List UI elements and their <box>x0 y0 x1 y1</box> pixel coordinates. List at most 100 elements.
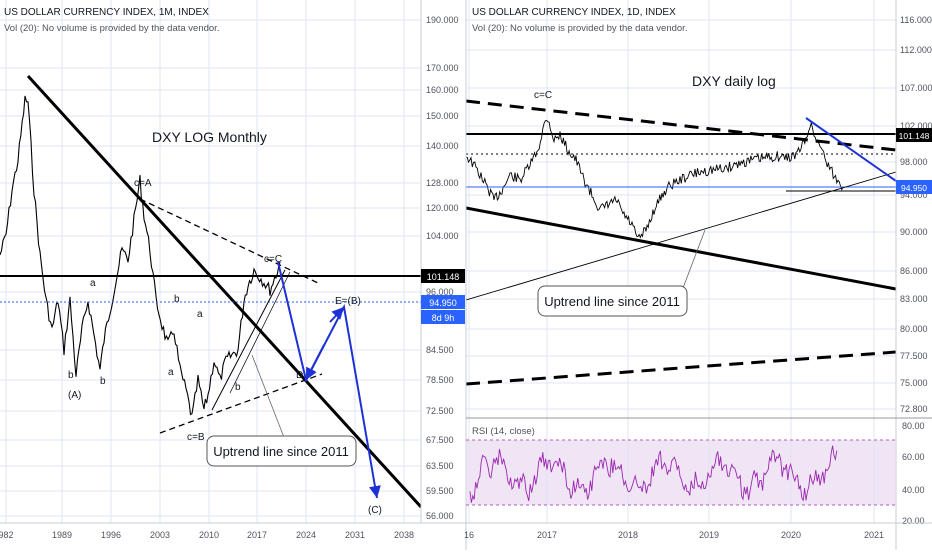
right-y-tick: 102.000 <box>900 121 932 131</box>
right-chart-title: US DOLLAR CURRENCY INDEX, 1D, INDEX <box>472 7 676 18</box>
right-callout-box <box>537 285 688 317</box>
left-callout-text: Uptrend line since 2011 <box>213 444 349 459</box>
right-price-label-blue-text: 94.950 <box>901 183 927 193</box>
left-y-tick: 96.000 <box>426 287 454 297</box>
right-price-label-black-text: 101.148 <box>899 131 930 141</box>
left-y-tick: 170.000 <box>426 63 459 73</box>
rsi-y-tick: 40.00 <box>902 485 925 495</box>
right-x-tick: 2021 <box>864 530 884 540</box>
right-y-tick: 116.000 <box>900 15 932 25</box>
right-wave-label-cc: c=C <box>534 90 552 101</box>
left-major-downtrend <box>26 74 421 509</box>
right-price-label-blue <box>896 180 932 194</box>
right-y-tick: 86.000 <box>900 266 928 276</box>
left-vol-note: Vol (20): No volume is provided by the d… <box>4 23 219 34</box>
left-x-tick: 2010 <box>199 530 219 540</box>
right-y-axis: 116.000 112.000 107.000 102.000 98.000 94.000… <box>900 15 932 414</box>
left-price-label-blue <box>421 295 465 309</box>
rsi-y-tick: 60.00 <box>902 452 925 462</box>
left-x-tick: 2017 <box>247 530 267 540</box>
right-callout-pointer <box>682 229 706 289</box>
left-dashed-lower <box>159 373 323 434</box>
right-uptrend-line <box>466 171 896 301</box>
wave-label-D: D <box>296 370 303 381</box>
left-y-tick: 78.500 <box>426 375 454 385</box>
rsi-y-axis: 80.00 60.00 40.00 20.00 <box>902 421 925 526</box>
left-y-tick: 67.500 <box>426 435 454 445</box>
right-y-tick: 107.000 <box>900 83 932 93</box>
left-projection-path <box>277 261 381 499</box>
left-y-tick: 140.000 <box>426 141 459 151</box>
right-dashed-top <box>466 99 896 152</box>
wave-label-b3: b <box>174 294 180 305</box>
left-y-tick: 72.500 <box>426 406 454 416</box>
right-x-tick: 2017 <box>537 530 557 540</box>
wave-label-cc: c=C <box>264 254 282 265</box>
left-x-tick: 1996 <box>101 530 121 540</box>
left-price-series <box>0 95 281 416</box>
left-y-axis: 190.000 170.000 160.000 150.000 140.000 128.0… <box>426 15 459 521</box>
wave-label-b4: b <box>235 382 241 393</box>
wave-label-a2: a <box>197 309 203 320</box>
left-y-tick: 160.000 <box>426 85 459 95</box>
right-price-label-black <box>896 128 932 142</box>
rsi-y-tick: 80.00 <box>902 421 925 431</box>
right-x-tick: 2020 <box>781 530 801 540</box>
left-projection-arrow-b <box>329 306 345 323</box>
left-x-tick: 2024 <box>296 530 316 540</box>
left-x-tick: 982 <box>0 530 14 540</box>
wave-label-a1: a <box>90 278 96 289</box>
left-price-label-blue-text: 94.950 <box>429 298 457 308</box>
right-y-tick: 72.800 <box>900 404 928 414</box>
wave-label-cb: c=B <box>187 432 205 443</box>
wave-label-EB: E=(B) <box>335 296 361 307</box>
wave-label-b1: b <box>68 370 74 381</box>
left-x-tick: 1989 <box>52 530 72 540</box>
right-y-tick: 112.000 <box>900 45 932 55</box>
right-y-tick: 94.000 <box>900 190 928 200</box>
left-y-tick: 59.500 <box>426 486 454 496</box>
right-price-series <box>466 120 844 239</box>
right-heading: DXY daily log <box>692 73 776 89</box>
left-dashed-upper <box>139 198 319 284</box>
right-y-tick: 83.000 <box>900 294 928 304</box>
left-y-tick: 120.000 <box>426 203 459 213</box>
wave-label-b2: b <box>100 376 106 387</box>
left-projection-arrow-a <box>305 344 325 381</box>
left-callout-box <box>206 435 357 467</box>
left-x-tick: 2031 <box>345 530 365 540</box>
right-support-thick <box>466 206 896 291</box>
wave-label-A: (A) <box>68 390 81 401</box>
left-countdown-text: 8d 9h <box>432 313 455 323</box>
left-y-tick: 84.500 <box>426 345 454 355</box>
rsi-series <box>469 445 838 503</box>
left-price-label-black-text: 101.148 <box>427 272 460 282</box>
left-x-tick: 2038 <box>394 530 414 540</box>
right-x-axis: 16 2017 2018 2019 2020 2021 <box>464 530 884 540</box>
wave-label-ca: c=A <box>134 178 152 189</box>
left-x-axis: 982 1989 1996 2003 2010 2017 2024 2031 2038 <box>0 530 414 540</box>
right-plot <box>466 99 896 386</box>
right-dashed-bottom <box>466 350 896 386</box>
left-price-label-black <box>421 269 465 283</box>
right-x-tick: 2018 <box>618 530 638 540</box>
rsi-label: RSI (14, close) <box>472 426 535 437</box>
left-y-tick: 56.000 <box>426 511 454 521</box>
right-x-tick: 2019 <box>699 530 719 540</box>
left-uptrend-line <box>211 269 286 411</box>
left-y-tick: 128.000 <box>426 178 459 188</box>
left-y-tick: 150.000 <box>426 111 459 121</box>
left-uptrend-line-2 <box>229 271 291 394</box>
rsi-y-tick: 20.00 <box>902 516 925 526</box>
right-y-tick: 75.000 <box>900 378 928 388</box>
left-y-tick: 63.500 <box>426 461 454 471</box>
left-callout-pointer <box>251 354 286 441</box>
rsi-plot <box>469 445 838 503</box>
right-y-tick: 80.000 <box>900 324 928 334</box>
right-blue-downtrend <box>805 117 896 182</box>
right-y-tick: 90.000 <box>900 227 928 237</box>
right-vol-note: Vol (20): No volume is provided by the d… <box>472 23 687 34</box>
wave-label-a3: a <box>168 367 174 378</box>
left-countdown-label <box>421 310 465 324</box>
